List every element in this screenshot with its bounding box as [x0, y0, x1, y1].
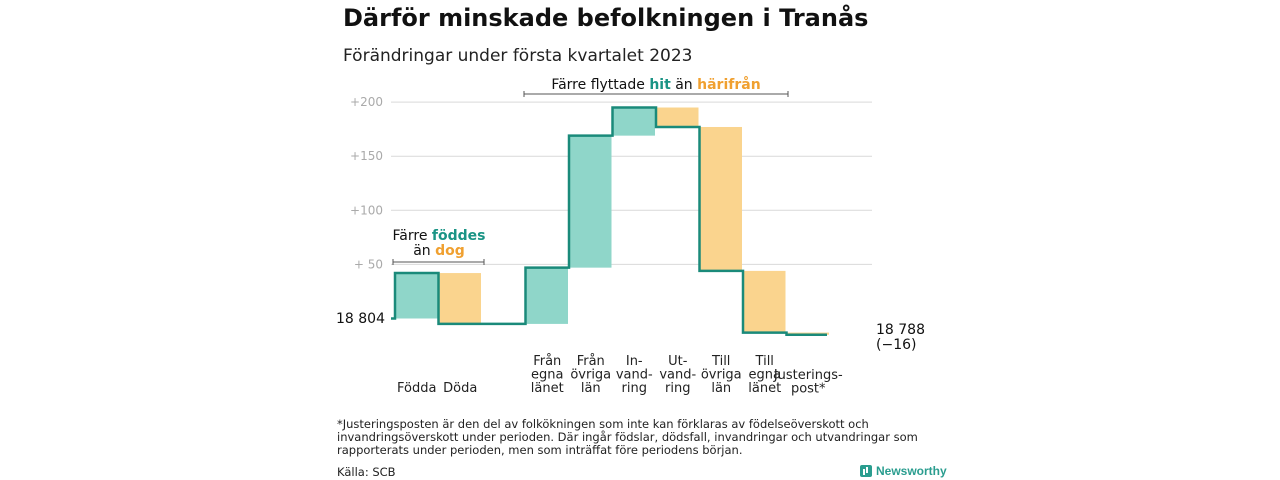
category-label: länet: [748, 381, 781, 396]
y-tick-label: +100: [350, 203, 383, 217]
category-label: Döda: [443, 381, 477, 396]
category-label: länet: [531, 381, 564, 396]
bar: [699, 126, 742, 271]
category-label: vand-: [659, 368, 696, 383]
category-label: län: [581, 381, 601, 396]
chart-subtitle: Förändringar under första kvartalet 2023: [343, 46, 693, 66]
category-label: egna: [531, 368, 563, 383]
category-label: Från: [533, 354, 561, 369]
chart-title: Därför minskade befolkningen i Tranås: [343, 4, 869, 32]
y-tick-label: + 50: [354, 257, 383, 271]
category-label: In-: [626, 354, 643, 369]
brand[interactable]: Newsworthy: [860, 464, 947, 478]
bar: [656, 107, 699, 127]
category-label: Till: [755, 354, 774, 369]
waterfall-chart: + 50+100+150+200 Födda DödaFrånegnalänetF…: [336, 76, 925, 397]
y-tick-label: +150: [350, 149, 383, 163]
category-label: Födda: [397, 381, 436, 396]
grid-lines: + 50 +100 +150 +200: [350, 95, 872, 271]
category-label: Till: [711, 354, 730, 369]
source-label: Källa: SCB: [337, 465, 396, 479]
category-label: övriga: [570, 368, 611, 383]
births-annotation-line2: än dog: [413, 243, 465, 259]
category-label: vand-: [616, 368, 653, 383]
category-label: egna: [749, 368, 781, 383]
category-label: Justerings-: [773, 368, 843, 383]
category-label: Från: [577, 354, 605, 369]
step-line: [391, 106, 827, 336]
y-tick-label: +200: [350, 95, 383, 109]
end-change-label: (−16): [876, 337, 916, 353]
footnote: *Justeringsposten är den del av folkökni…: [337, 417, 918, 457]
step-line-path: [391, 106, 827, 336]
newsworthy-logo-icon: [860, 465, 872, 477]
births-annotation-line1: Färre föddes: [393, 228, 486, 244]
bar: [569, 135, 612, 268]
category-label: post*: [791, 382, 826, 397]
bar: [525, 267, 568, 324]
category-label: län: [711, 381, 731, 396]
end-value-label: 18 788: [876, 322, 925, 338]
category-label: ring: [622, 381, 647, 396]
brand-name: Newsworthy: [876, 464, 947, 478]
bar: [438, 273, 481, 324]
bars: [395, 107, 829, 335]
category-label: Ut-: [668, 354, 688, 369]
start-value-label: 18 804: [336, 311, 385, 327]
labels: Födda DödaFrånegnalänetFrånövrigalänIn-va…: [336, 311, 925, 397]
bar: [395, 273, 438, 319]
category-label: övriga: [701, 368, 742, 383]
migration-annotation: Färre flyttade hit än härifrån: [551, 76, 760, 93]
category-label: ring: [665, 381, 690, 396]
bar: [743, 270, 786, 333]
bar: [612, 107, 655, 136]
